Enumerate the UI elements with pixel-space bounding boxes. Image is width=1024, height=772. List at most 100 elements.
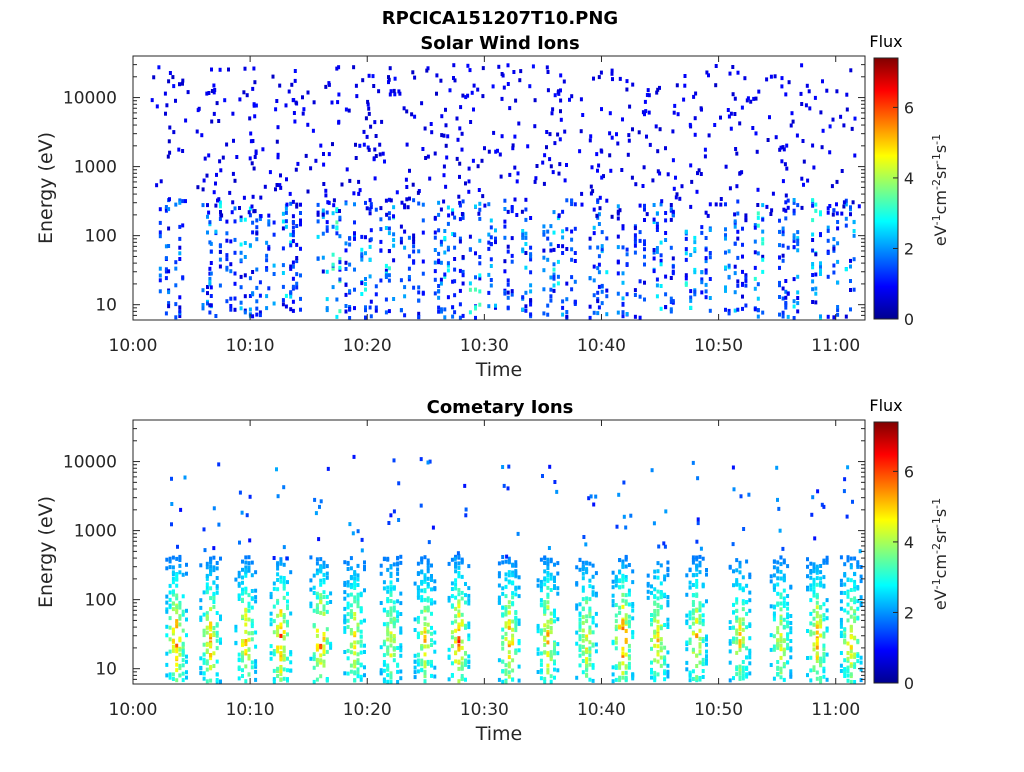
heatmap-cell [614,619,618,624]
heatmap-cell [658,171,662,176]
heatmap-cell [624,664,628,669]
heatmap-cell [659,253,663,258]
heatmap-cell [706,213,710,218]
heatmap-cell [624,601,628,606]
heatmap-cell [772,604,776,609]
heatmap-cell [656,602,660,607]
heatmap-cell [284,304,288,309]
heatmap-cell [181,671,185,676]
heatmap-cell [825,598,829,603]
heatmap-cell [196,108,200,113]
heatmap-cell [543,628,547,633]
heatmap-cell [549,242,553,247]
heatmap-cell [359,634,363,639]
heatmap-cell [276,645,280,650]
heatmap-cell [592,76,595,81]
heatmap-cell [836,241,840,246]
heatmap-cell [621,562,625,567]
heatmap-cell [399,236,403,241]
heatmap-cell [791,119,795,124]
heatmap-cell [796,238,800,243]
heatmap-cell [815,641,819,646]
heatmap-cell [487,202,491,207]
heatmap-cell [335,314,339,319]
heatmap-cell [252,209,256,214]
heatmap-cell [380,119,384,124]
heatmap-cell [477,211,481,216]
heatmap-cell [281,226,285,231]
heatmap-cell [423,555,427,560]
heatmap-cell [614,578,618,583]
heatmap-cell [748,590,752,595]
heatmap-cell [581,615,585,620]
heatmap-cell [371,74,375,79]
heatmap-cell [421,259,425,264]
heatmap-cell [819,268,822,273]
heatmap-cell [315,647,319,652]
heatmap-cell [539,585,543,590]
heatmap-cell [301,111,305,116]
heatmap-cell [261,147,265,152]
heatmap-cell [517,648,521,653]
heatmap-cell [552,272,556,277]
heatmap-cell [267,213,271,218]
heatmap-cell [233,237,237,242]
heatmap-cell [676,112,680,117]
heatmap-cell [659,306,663,311]
heatmap-cell [279,657,283,662]
heatmap-cell [614,636,618,641]
heatmap-cell [229,296,233,301]
heatmap-cell [616,245,620,250]
heatmap-cell [757,89,761,94]
heatmap-cell [368,257,372,262]
heatmap-cell [708,277,712,281]
heatmap-cell [467,166,471,171]
y-tick-label: 10 [95,660,117,680]
heatmap-cell [354,142,357,147]
heatmap-cell [506,295,510,300]
heatmap-cell [168,597,172,602]
heatmap-cell [209,241,213,246]
heatmap-cell [174,302,178,307]
heatmap-cell [413,114,417,119]
heatmap-cell [739,494,743,499]
heatmap-cell [353,670,357,675]
heatmap-cell [364,235,367,240]
heatmap-cell [212,664,216,668]
heatmap-cell [624,593,628,598]
x-tick-label: 11:00 [811,336,860,356]
heatmap-cell [510,259,514,264]
heatmap-cell [396,571,400,576]
heatmap-cell [585,664,589,668]
heatmap-cell [284,210,288,215]
heatmap-cell [168,559,172,564]
heatmap-cell [664,292,668,297]
heatmap-cell [439,281,443,286]
heatmap-cell [781,296,785,301]
colorbar-gradient-solar-wind [873,57,899,320]
heatmap-cell [624,525,628,530]
heatmap-cell [581,576,585,581]
heatmap-cell [553,619,556,624]
heatmap-cell [597,222,601,226]
heatmap-cell [744,278,748,283]
heatmap-cell [315,657,319,662]
heatmap-cell [426,584,430,589]
heatmap-cell [747,492,751,497]
heatmap-cell [504,624,508,629]
heatmap-cell [781,258,785,263]
heatmap-cell [272,586,276,591]
heatmap-cell [405,142,409,147]
heatmap-cell [215,586,219,591]
heatmap-cell [207,153,211,158]
heatmap-cell [664,238,668,242]
heatmap-cell [789,648,793,653]
heatmap-cell [738,647,742,652]
heatmap-cell [741,665,745,670]
heatmap-cell [168,672,172,677]
colorbar-gradient-cometary [873,421,899,684]
heatmap-cell [631,602,635,606]
heatmap-cell [325,571,329,576]
heatmap-cell [423,660,427,665]
